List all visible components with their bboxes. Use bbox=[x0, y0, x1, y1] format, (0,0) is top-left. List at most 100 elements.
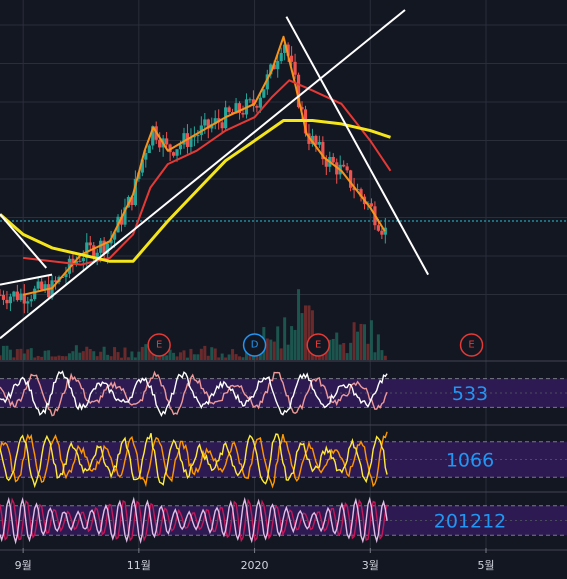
candle-body bbox=[359, 189, 363, 197]
volume-bar bbox=[373, 352, 377, 360]
event-marker-3 bbox=[306, 333, 330, 357]
volume-bar bbox=[383, 355, 387, 360]
volume-bar bbox=[47, 350, 51, 360]
candles-group bbox=[0, 42, 387, 314]
candle-body bbox=[376, 225, 380, 231]
candle-body bbox=[189, 137, 193, 147]
candle-body bbox=[74, 260, 78, 265]
x-tick-label: 9월 bbox=[15, 559, 32, 572]
volume-bar bbox=[345, 353, 349, 360]
candle-body bbox=[276, 61, 280, 70]
volume-bar bbox=[376, 334, 380, 360]
volume-bar bbox=[113, 347, 117, 360]
candle-body bbox=[241, 112, 245, 115]
volume-bar bbox=[71, 351, 75, 360]
x-tick-label: 5월 bbox=[477, 559, 494, 572]
volume-bar bbox=[140, 346, 144, 360]
volume-bar bbox=[227, 354, 231, 360]
volume-bar bbox=[356, 331, 360, 360]
candle-body bbox=[321, 141, 325, 160]
volume-bar bbox=[50, 356, 54, 360]
volume-bar bbox=[133, 357, 137, 360]
candle-body bbox=[220, 122, 224, 129]
candle-body bbox=[293, 61, 297, 75]
candle-body bbox=[81, 258, 85, 262]
candle-body bbox=[151, 126, 155, 146]
candle-body bbox=[234, 103, 238, 114]
candle-body bbox=[279, 52, 283, 62]
candle-body bbox=[290, 55, 294, 62]
event-label-1: E bbox=[156, 340, 162, 351]
pane-2-series-2 bbox=[0, 432, 388, 489]
volume-bar bbox=[213, 348, 217, 360]
trendline-2 bbox=[285, 16, 430, 276]
volume-bar bbox=[43, 350, 47, 360]
candle-body bbox=[144, 152, 148, 160]
volume-bar bbox=[324, 351, 328, 360]
candle-body bbox=[352, 187, 356, 191]
volume-bar bbox=[307, 305, 311, 360]
volume-bar bbox=[165, 355, 169, 360]
volume-bar bbox=[182, 350, 186, 360]
candle-body bbox=[36, 281, 40, 289]
volume-bar bbox=[220, 353, 224, 360]
volume-bar bbox=[366, 343, 370, 360]
volume-bar bbox=[206, 355, 210, 360]
candle-body bbox=[369, 203, 374, 207]
candle-body bbox=[102, 240, 106, 254]
candle-body bbox=[92, 245, 96, 259]
candle-body bbox=[71, 258, 75, 265]
candle-body bbox=[106, 243, 110, 254]
volume-bar bbox=[67, 353, 71, 360]
pane-1-series-1 bbox=[0, 370, 388, 417]
candle-body bbox=[251, 99, 256, 107]
volume-bar bbox=[328, 339, 332, 360]
candle-body bbox=[286, 44, 290, 56]
volume-bar bbox=[192, 354, 196, 360]
pane-2-series-1 bbox=[0, 431, 388, 489]
candle-body bbox=[258, 97, 262, 108]
candle-body bbox=[314, 135, 318, 145]
volume-bar bbox=[352, 322, 356, 360]
candle-body bbox=[283, 44, 287, 53]
volume-bar bbox=[290, 326, 294, 360]
volume-bar bbox=[238, 356, 242, 360]
candle-body bbox=[300, 107, 304, 110]
volume-bar bbox=[64, 356, 68, 360]
x-tick-label: 11월 bbox=[127, 559, 151, 572]
volume-bar bbox=[102, 346, 106, 360]
x-axis: 9월 11월 2020 3월 5월 bbox=[15, 548, 495, 572]
candle-body bbox=[119, 216, 124, 225]
volume-bar bbox=[60, 356, 64, 360]
candle-body bbox=[112, 232, 117, 240]
candle-body bbox=[227, 107, 231, 113]
volume-bar bbox=[130, 351, 134, 360]
candle-body bbox=[130, 196, 134, 206]
volume-bar bbox=[29, 348, 33, 360]
candle-body bbox=[296, 74, 301, 108]
volume-bar bbox=[78, 352, 82, 360]
candle-body bbox=[53, 280, 58, 282]
trendline-3 bbox=[0, 213, 48, 269]
candle-body bbox=[272, 64, 276, 70]
candle-body bbox=[5, 299, 9, 304]
volume-bar bbox=[137, 351, 141, 360]
pane-label-2: 1066 bbox=[446, 450, 494, 472]
volume-bar bbox=[99, 351, 103, 360]
volume-bar bbox=[349, 342, 353, 360]
volume-bar bbox=[196, 354, 200, 360]
volume-bar bbox=[234, 354, 238, 360]
pane-3-series-1 bbox=[0, 497, 388, 543]
candle-body bbox=[78, 260, 82, 262]
volume-bar bbox=[74, 345, 78, 360]
candle-body bbox=[19, 293, 23, 301]
candle-body bbox=[310, 135, 315, 144]
volume-bar bbox=[272, 341, 276, 360]
volume-bar bbox=[338, 344, 342, 360]
candle-body bbox=[29, 299, 33, 302]
candle-body bbox=[345, 166, 349, 171]
volume-bar bbox=[172, 352, 176, 360]
